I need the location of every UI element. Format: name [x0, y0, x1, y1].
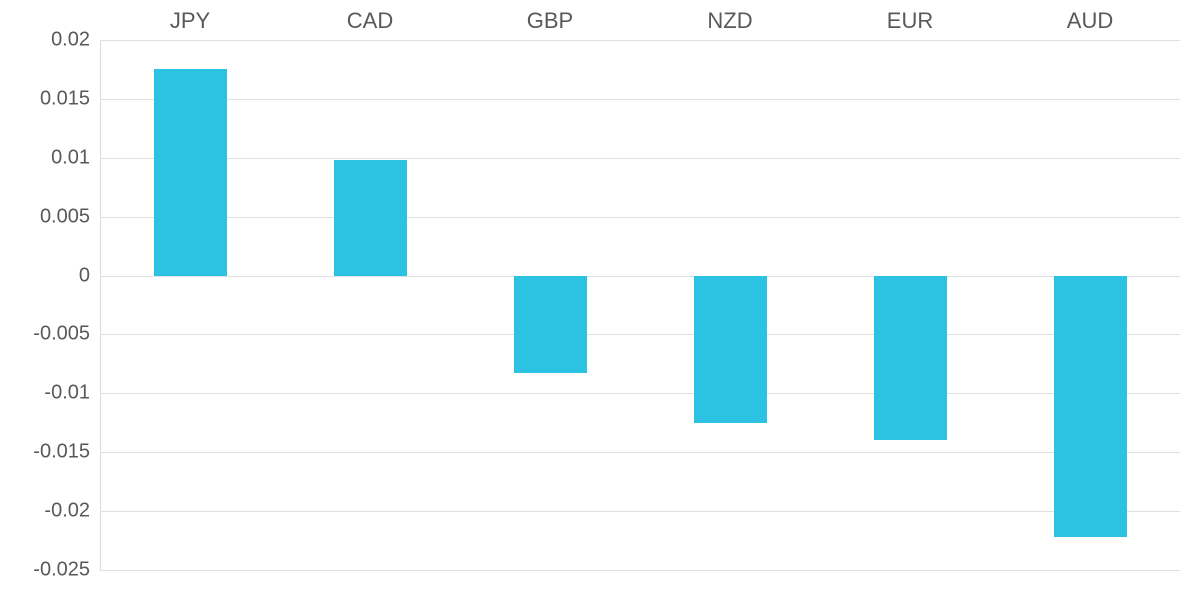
grid-line [100, 158, 1180, 159]
plot-area [100, 40, 1180, 570]
bar [1054, 276, 1127, 537]
y-tick-label: 0.02 [51, 29, 90, 52]
x-category-label: NZD [707, 8, 752, 34]
y-tick-label: -0.01 [44, 382, 90, 405]
currency-bar-chart: 0.02 0.015 0.01 0.005 0 -0.005 -0.01 -0.015 -0.0… [0, 0, 1200, 600]
grid-line [100, 217, 1180, 218]
bar [514, 276, 587, 374]
y-tick-label: -0.005 [33, 323, 90, 346]
y-tick-label: -0.02 [44, 500, 90, 523]
grid-line [100, 99, 1180, 100]
x-category-label: CAD [347, 8, 393, 34]
bar [334, 160, 407, 275]
y-axis-line [100, 40, 101, 570]
x-category-label: GBP [527, 8, 573, 34]
grid-line [100, 570, 1180, 571]
grid-line [100, 511, 1180, 512]
y-tick-label: 0.015 [40, 87, 90, 110]
y-tick-label: 0.01 [51, 146, 90, 169]
bar [874, 276, 947, 441]
y-tick-label: -0.025 [33, 559, 90, 582]
y-tick-label: -0.015 [33, 441, 90, 464]
y-tick-label: 0 [79, 264, 90, 287]
grid-line [100, 393, 1180, 394]
x-category-label: JPY [170, 8, 210, 34]
x-category-label: AUD [1067, 8, 1113, 34]
grid-line [100, 40, 1180, 41]
grid-line [100, 276, 1180, 277]
y-tick-label: 0.005 [40, 205, 90, 228]
grid-line [100, 452, 1180, 453]
bar [694, 276, 767, 423]
bar [154, 69, 227, 275]
grid-line [100, 334, 1180, 335]
x-category-label: EUR [887, 8, 933, 34]
